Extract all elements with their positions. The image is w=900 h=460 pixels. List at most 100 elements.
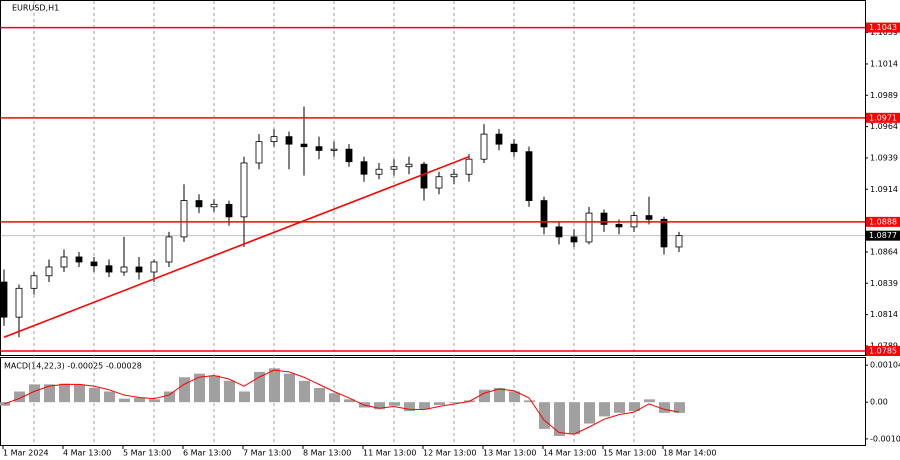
candle-body: [225, 203, 233, 218]
candle-body: [15, 287, 23, 318]
candle-body: [240, 162, 248, 218]
candle-body: [450, 173, 458, 178]
macd-bar: [209, 375, 220, 403]
y-tick-label: 0.00104: [870, 361, 900, 370]
x-tick-label: 13 Mar 13:00: [483, 449, 536, 458]
candle-body: [435, 176, 443, 189]
candle-body: [555, 226, 563, 238]
candle-body: [300, 143, 308, 148]
candle-body: [615, 223, 623, 228]
y-tick-label: 1.0864: [870, 247, 898, 256]
candle-body: [675, 235, 683, 248]
macd-bar: [509, 391, 520, 403]
x-tick-label: 11 Mar 13:00: [363, 449, 416, 458]
macd-bar: [269, 368, 280, 403]
y-tick-label: 1.0789: [870, 341, 898, 350]
level-label: 1.1043: [869, 23, 897, 32]
candle-body: [135, 266, 143, 273]
macd-bar: [119, 398, 130, 403]
current-price-box: [866, 230, 900, 241]
candle-body: [180, 200, 188, 238]
macd-bar: [134, 397, 145, 403]
level-label: 1.0785: [869, 346, 897, 355]
x-tick-label: 1 Mar 2024: [3, 449, 49, 458]
macd-bar: [539, 402, 550, 429]
candle-body: [660, 218, 668, 248]
macd-title: MACD(14,22,3) -0.00025 -0.00028: [4, 362, 142, 371]
macd-bar: [344, 399, 355, 403]
macd-bar: [449, 402, 460, 403]
level-label: 1.0971: [869, 113, 897, 122]
candle-body: [510, 143, 518, 153]
macd-panel-frame: [0, 357, 866, 446]
macd-bar: [104, 391, 115, 403]
y-tick-label: 0.00: [870, 398, 888, 407]
candle-body: [390, 166, 398, 170]
level-label: 1.0888: [869, 217, 897, 226]
macd-bar: [194, 373, 205, 403]
candle-body: [45, 266, 53, 277]
macd-bar: [329, 393, 340, 403]
macd-signal: [3, 369, 680, 435]
candle-body: [210, 203, 218, 208]
y-tick-label: 1.1014: [870, 59, 898, 68]
macd-bar: [524, 400, 535, 403]
candle-body: [495, 133, 503, 145]
macd-bar: [599, 402, 610, 417]
macd-bar: [629, 402, 640, 412]
candle-body: [195, 200, 203, 208]
x-tick-label: 5 Mar 13:00: [123, 449, 171, 458]
macd-bar: [434, 402, 445, 406]
macd-bar: [89, 387, 100, 403]
candle-body: [255, 141, 263, 164]
trendline: [3, 155, 470, 338]
x-tick-label: 15 Mar 13:00: [603, 449, 656, 458]
macd-bar: [374, 402, 385, 410]
candle-body: [105, 265, 113, 273]
macd-bar: [644, 399, 655, 403]
level-label-box: [866, 216, 900, 227]
candle-body: [420, 163, 428, 189]
candle-body: [285, 136, 293, 145]
macd-bar: [494, 387, 505, 403]
x-tick-label: 6 Mar 13:00: [183, 449, 231, 458]
candle-body: [465, 158, 473, 175]
macd-bar: [659, 402, 670, 413]
candle-body: [330, 148, 338, 151]
x-tick-label: 4 Mar 13:00: [63, 449, 111, 458]
candle-body: [75, 256, 83, 263]
candle-body: [345, 148, 353, 163]
level-label-box: [866, 345, 900, 356]
macd-bar: [554, 402, 565, 437]
candle-body: [270, 136, 278, 143]
macd-bar: [284, 373, 295, 403]
macd-bar: [179, 377, 190, 403]
x-tick-label: 7 Mar 13:00: [243, 449, 291, 458]
candle-body: [645, 215, 653, 220]
macd-bar: [584, 402, 595, 424]
y-tick-label: 1.0964: [870, 122, 898, 131]
x-tick-label: 8 Mar 13:00: [303, 449, 351, 458]
y-tick-label: 1.0939: [870, 153, 898, 162]
macd-bar: [674, 402, 685, 413]
candle-body: [315, 146, 323, 151]
y-tick-label: 1.0914: [870, 185, 898, 194]
candle-body: [30, 275, 38, 289]
candle-body: [375, 168, 383, 175]
candle-body: [120, 266, 128, 273]
candle-body: [60, 256, 68, 268]
macd-bar: [314, 387, 325, 403]
level-label-box: [866, 112, 900, 123]
candle-body: [360, 161, 368, 175]
macd-bar: [74, 384, 85, 403]
candle-body: [165, 236, 173, 263]
macd-bar: [14, 391, 25, 403]
y-tick-label: 1.0839: [870, 279, 898, 288]
candle-body: [480, 133, 488, 160]
macd-bar: [389, 402, 400, 406]
macd-bar: [404, 402, 415, 412]
candle-body: [585, 212, 593, 243]
candle-body: [540, 200, 548, 228]
